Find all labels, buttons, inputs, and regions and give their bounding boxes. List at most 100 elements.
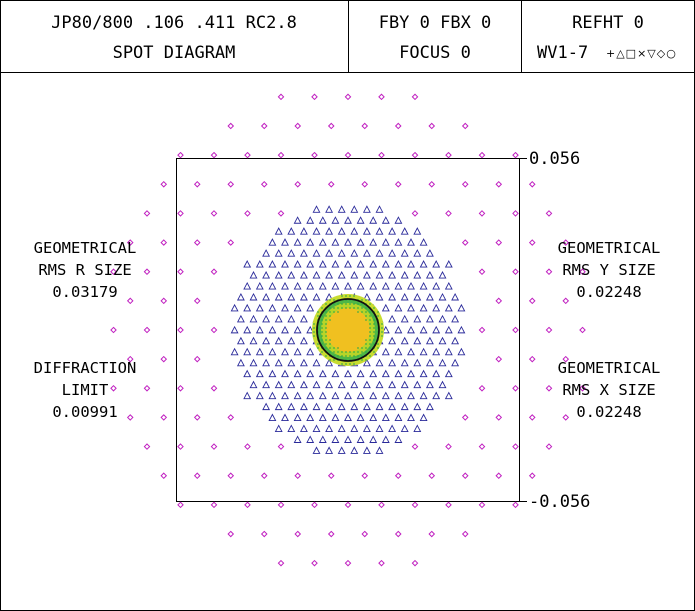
spot-triangle <box>394 303 403 312</box>
rms-x-line1: GEOMETRICAL <box>558 359 661 377</box>
spot-triangle <box>293 413 302 422</box>
spot-diamond <box>227 239 235 246</box>
spot-fine-dot <box>349 359 351 361</box>
spot-fine-dot <box>353 363 355 365</box>
spot-fine-dot <box>349 351 351 353</box>
spot-triangle <box>444 347 453 356</box>
spot-triangle <box>400 227 409 235</box>
spot-triangle <box>419 347 428 356</box>
spot-fine-dot <box>329 339 331 341</box>
spot-diamond <box>143 326 151 334</box>
spot-triangle <box>413 380 422 389</box>
spot-triangle <box>344 216 352 224</box>
spot-triangle <box>299 336 308 345</box>
spot-triangle <box>274 424 283 432</box>
spot-triangle <box>394 413 403 422</box>
spot-triangle <box>394 281 403 290</box>
spot-fine-dot <box>345 299 347 301</box>
spot-fine-dot <box>357 303 359 305</box>
spot-fine-dot <box>357 347 359 349</box>
spot-triangle <box>281 281 289 290</box>
spot-diamond <box>361 180 369 188</box>
spot-fine-dot <box>341 307 343 309</box>
spot-triangle <box>318 391 327 400</box>
spot-triangle <box>362 227 371 235</box>
spot-fine-dot <box>341 351 343 353</box>
spot-fine-dot <box>333 299 335 301</box>
spot-diamond <box>411 210 419 217</box>
spot-triangle <box>262 314 271 323</box>
spot-triangle <box>388 402 397 411</box>
spot-diamond <box>411 93 419 101</box>
spot-diamond <box>227 180 235 188</box>
spot-diamond <box>562 414 570 421</box>
spot-triangle <box>331 281 340 290</box>
spot-diamond <box>311 93 318 101</box>
spot-triangle <box>419 391 428 400</box>
spot-diamond <box>210 443 218 450</box>
spot-triangle <box>281 260 289 268</box>
spot-triangle <box>425 271 434 279</box>
spot-triangle <box>287 314 296 323</box>
spot-fine-dot <box>345 355 347 357</box>
spot-diamond <box>378 93 385 101</box>
spot-triangle <box>318 216 327 224</box>
spot-fine-dot <box>317 327 319 329</box>
spot-fine-dot <box>337 311 339 313</box>
spot-diamond <box>327 180 335 188</box>
spot-triangle <box>287 358 296 367</box>
spot-diamond <box>478 384 486 392</box>
spot-triangle <box>293 369 302 378</box>
spot-triangle <box>274 271 283 279</box>
spot-triangle <box>299 380 308 389</box>
spot-triangle <box>337 380 346 389</box>
spot-triangle <box>381 281 390 290</box>
spot-fine-dot <box>369 315 371 317</box>
spot-triangle <box>419 238 428 246</box>
spot-fine-dot <box>373 331 375 333</box>
spot-diamond <box>528 239 536 246</box>
spot-fine-dot <box>337 355 339 357</box>
spot-triangle <box>306 325 315 334</box>
spot-fine-dot <box>357 351 359 353</box>
spot-fine-dot <box>313 335 315 337</box>
spot-triangle <box>344 281 352 290</box>
spot-diamond <box>210 384 218 392</box>
spot-diamond <box>311 151 318 159</box>
spot-diamond <box>461 530 469 538</box>
spot-triangle <box>337 227 346 235</box>
spot-triangle <box>306 435 315 443</box>
spot-triangle <box>331 260 340 268</box>
spot-triangle <box>457 347 466 356</box>
spot-triangle <box>413 402 422 411</box>
spot-triangle <box>369 413 378 422</box>
spot-fine-dot <box>353 295 355 297</box>
spot-fine-dot <box>377 311 379 313</box>
spot-triangle <box>243 260 252 268</box>
spot-fine-dot <box>345 303 347 305</box>
spot-diamond <box>545 210 553 217</box>
spot-triangle <box>281 391 289 400</box>
spot-fine-dot <box>369 335 371 337</box>
spot-triangle <box>444 260 453 268</box>
spot-triangle <box>400 380 409 389</box>
header-border <box>0 0 695 73</box>
spot-triangle <box>281 238 289 246</box>
spot-diamond <box>244 501 251 509</box>
spot-triangle <box>369 216 378 224</box>
spot-triangle <box>388 292 397 301</box>
spot-triangle <box>438 380 447 389</box>
spot-triangle <box>287 292 296 301</box>
spot-triangle <box>274 336 283 345</box>
spot-fine-dot <box>329 315 331 317</box>
spot-triangle <box>262 380 271 389</box>
spot-core-halo <box>312 294 384 366</box>
spot-triangle <box>362 402 371 411</box>
spot-triangle <box>306 260 315 268</box>
spot-fine-dot <box>365 347 367 349</box>
spot-diamond <box>177 210 184 217</box>
spot-triangle <box>337 271 346 279</box>
spot-diamond <box>210 268 218 276</box>
spot-fine-dot <box>337 347 339 349</box>
spot-triangle <box>325 424 334 432</box>
